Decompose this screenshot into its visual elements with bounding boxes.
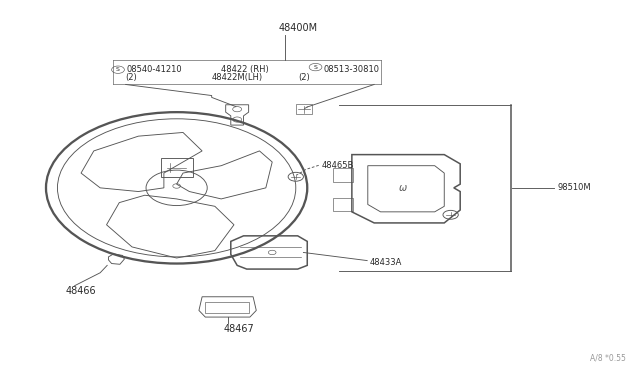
Text: A/8 *0.55: A/8 *0.55 xyxy=(590,353,626,362)
Text: 08540-41210: 08540-41210 xyxy=(126,65,182,74)
Text: 48433A: 48433A xyxy=(370,258,402,267)
Bar xyxy=(296,105,312,114)
Text: S: S xyxy=(116,67,120,72)
Bar xyxy=(333,168,353,182)
Text: 48466: 48466 xyxy=(65,286,96,296)
Text: 98510M: 98510M xyxy=(557,183,591,192)
Text: 48465B: 48465B xyxy=(321,161,354,170)
Text: 08513-30810: 08513-30810 xyxy=(324,65,380,74)
Bar xyxy=(161,158,193,177)
Text: 48467: 48467 xyxy=(223,324,254,334)
Text: 48400M: 48400M xyxy=(278,23,317,33)
Text: S: S xyxy=(314,65,317,70)
Bar xyxy=(333,198,353,211)
Bar xyxy=(205,302,248,313)
Text: (2): (2) xyxy=(298,73,310,82)
Text: (2): (2) xyxy=(125,73,138,82)
Text: 48422 (RH): 48422 (RH) xyxy=(221,65,269,74)
Text: ω: ω xyxy=(399,183,407,193)
Text: 48422M(LH): 48422M(LH) xyxy=(212,73,263,82)
